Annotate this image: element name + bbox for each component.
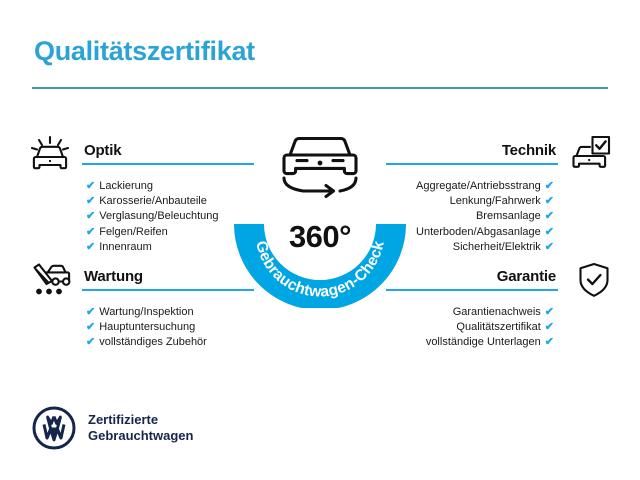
badge-360-gebrauchtwagen-check: Gebrauchtwagen-Check 360° — [228, 124, 412, 308]
check-icon: ✔ — [544, 336, 554, 349]
section-wartung-title: Wartung — [84, 268, 143, 285]
list-item-label: Hauptuntersuchung — [99, 321, 196, 334]
list-item: Garantienachweis ✔ — [386, 305, 558, 320]
list-item: ✔ Verglasung/Beleuchtung — [82, 209, 254, 224]
car-checkbox-icon — [568, 134, 612, 174]
check-icon: ✔ — [86, 306, 96, 318]
check-icon: ✔ — [544, 195, 554, 208]
list-item-label: Unterboden/Abgasanlage — [416, 225, 541, 238]
list-item: Bremsanlage ✔ — [386, 209, 558, 224]
list-item: Qualitätszertifikat ✔ — [386, 320, 558, 335]
section-garantie-head: Garantie — [386, 268, 558, 298]
list-item-label: Lenkung/Fahrwerk — [449, 195, 541, 208]
section-wartung-divider — [82, 289, 254, 291]
list-item: vollständige Unterlagen ✔ — [386, 335, 558, 350]
section-technik-head: Technik — [386, 142, 558, 172]
section-garantie: Garantie Garantienachweis ✔ Qualitätszert… — [386, 268, 558, 351]
list-item-label: Karosserie/Anbauteile — [99, 195, 207, 208]
list-item: Sicherheit/Elektrik ✔ — [386, 240, 558, 255]
list-item: ✔ Hauptuntersuchung — [82, 320, 254, 335]
list-item-label: Aggregate/Antriebsstrang — [416, 180, 541, 192]
check-icon: ✔ — [86, 180, 96, 192]
title-divider — [32, 87, 608, 89]
badge-center-label: 360° — [288, 219, 352, 254]
section-garantie-title: Garantie — [496, 268, 556, 285]
section-optik-divider — [82, 163, 254, 165]
list-item-label: Felgen/Reifen — [99, 225, 168, 238]
section-technik: Technik Aggregate/Antriebsstrang ✔ Lenkun… — [386, 142, 558, 255]
list-item: ✔ Lackierung — [82, 179, 254, 194]
list-item: ✔ Karosserie/Anbauteile — [82, 194, 254, 209]
list-item: ✔ Wartung/Inspektion — [82, 305, 254, 320]
footer-line-1: Zertifizierte — [88, 412, 159, 427]
check-icon: ✔ — [86, 225, 96, 238]
list-item: ✔ Innenraum — [82, 240, 254, 255]
check-icon: ✔ — [544, 321, 554, 334]
footer-line-2: Gebrauchtwagen — [88, 428, 194, 443]
section-wartung-list: ✔ Wartung/Inspektion ✔ Hauptuntersuchung ✔… — [82, 305, 254, 351]
check-icon: ✔ — [544, 210, 554, 223]
list-item-label: Innenraum — [99, 240, 152, 253]
list-item: ✔ Felgen/Reifen — [82, 225, 254, 240]
list-item: Unterboden/Abgasanlage ✔ — [386, 225, 558, 240]
section-garantie-list: Garantienachweis ✔ Qualitätszertifikat ✔ v… — [386, 305, 558, 351]
shield-check-icon — [572, 260, 616, 300]
list-item-label: Bremsanlage — [475, 210, 541, 223]
section-wartung: Wartung ✔ Wartung/Inspektion ✔ Hauptunters… — [82, 268, 254, 351]
list-item-label: Verglasung/Beleuchtung — [99, 210, 219, 223]
check-icon: ✔ — [544, 225, 554, 238]
list-item: Aggregate/Antriebsstrang ✔ — [386, 179, 558, 194]
check-icon: ✔ — [86, 321, 96, 334]
section-technik-title: Technik — [501, 142, 556, 159]
pen-car-icon — [28, 260, 72, 300]
list-item-label: Wartung/Inspektion — [99, 306, 194, 318]
check-icon: ✔ — [86, 210, 96, 223]
check-icon: ✔ — [86, 240, 96, 253]
vw-logo-icon — [32, 406, 76, 450]
section-wartung-head: Wartung — [82, 268, 254, 298]
footer-logo: Zertifizierte Gebrauchtwagen — [32, 406, 193, 450]
section-technik-divider — [386, 163, 558, 165]
list-item-label: vollständige Unterlagen — [425, 336, 541, 349]
check-icon: ✔ — [544, 240, 554, 253]
check-icon: ✔ — [86, 336, 96, 349]
list-item-label: Qualitätszertifikat — [456, 321, 541, 334]
list-item: Lenkung/Fahrwerk ✔ — [386, 194, 558, 209]
list-item-label: Lackierung — [99, 180, 154, 192]
list-item-label: vollständiges Zubehör — [99, 336, 207, 349]
list-item: ✔ vollständiges Zubehör — [82, 335, 254, 350]
section-optik-title: Optik — [84, 142, 122, 159]
list-item-label: Sicherheit/Elektrik — [452, 240, 541, 253]
section-optik-list: ✔ Lackierung ✔ Karosserie/Anbauteile ✔ Verg… — [82, 179, 254, 255]
page-title: Qualitätszertifikat — [34, 36, 255, 66]
check-icon: ✔ — [544, 306, 554, 318]
check-icon: ✔ — [86, 195, 96, 208]
section-optik: Optik ✔ Lackierung ✔ Karosserie/Anbauteile… — [82, 142, 254, 255]
list-item-label: Garantienachweis — [452, 306, 541, 318]
footer-text: Zertifizierte Gebrauchtwagen — [88, 412, 193, 444]
car-shine-icon — [28, 134, 72, 174]
section-technik-list: Aggregate/Antriebsstrang ✔ Lenkung/Fahrwe… — [386, 179, 558, 255]
check-icon: ✔ — [544, 180, 554, 192]
section-optik-head: Optik — [82, 142, 254, 172]
section-garantie-divider — [386, 289, 558, 291]
